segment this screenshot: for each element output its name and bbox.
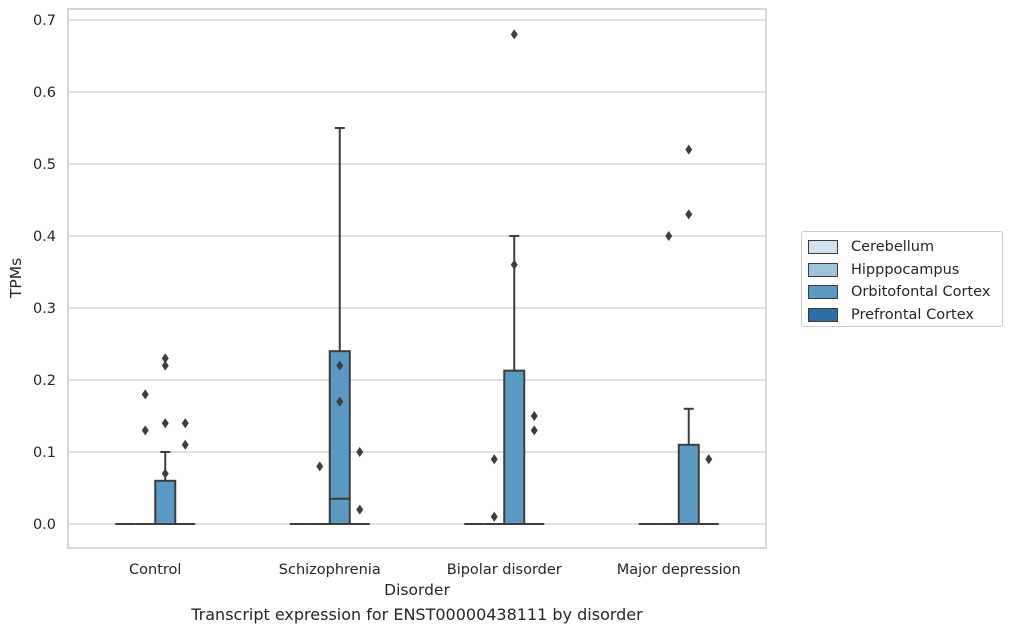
x-tick-labels: Control Schizophrenia Bipolar disorder Majo…: [129, 562, 741, 578]
x-tick-label: Bipolar disorder: [447, 562, 562, 578]
outlier-point: [490, 454, 498, 465]
legend-swatch: [808, 307, 838, 322]
legend-item: Cerebellum: [808, 236, 1002, 259]
outlier-point: [336, 396, 344, 407]
outlier-point: [141, 425, 149, 436]
y-tick-label: 0.4: [33, 229, 56, 245]
iqr-box: [328, 350, 351, 526]
y-tick-label: 0.0: [33, 517, 56, 533]
legend-swatch: [808, 285, 838, 300]
outlier-point: [356, 447, 364, 457]
legend-label: Prefrontal Cortex: [851, 306, 974, 323]
box-2-1: [328, 127, 351, 526]
outlier-point: [510, 29, 518, 40]
legend-swatch: [808, 262, 838, 277]
iqr-box: [503, 369, 526, 526]
y-tick-label: 0.2: [33, 373, 56, 389]
outlier-point: [336, 360, 344, 371]
outlier-point: [490, 511, 498, 522]
y-axis-label: TPMs: [7, 258, 25, 299]
iqr-box: [154, 479, 177, 525]
outlier-point: [316, 461, 324, 472]
legend-item: Prefrontal Cortex: [808, 304, 1002, 327]
box-2-0: [154, 451, 177, 525]
legend-label: Orbitofontal Cortex: [851, 284, 991, 301]
outlier-point: [161, 360, 169, 371]
outlier-point: [141, 389, 149, 400]
plot-frame: [67, 8, 767, 549]
boxes: [115, 127, 719, 526]
box-2-2: [503, 235, 526, 526]
y-tick-label: 0.5: [33, 157, 56, 173]
outlier-point: [665, 231, 673, 241]
figure-caption: Transcript expression for ENST0000043811…: [191, 605, 643, 624]
box-2-3: [677, 407, 700, 525]
legend-item: Orbitofontal Cortex: [808, 281, 1002, 304]
outlier-point: [161, 353, 169, 364]
outlier-point: [181, 439, 189, 450]
gridlines: [68, 19, 766, 525]
legend-label: Cerebellum: [851, 239, 935, 256]
y-tick-label: 0.1: [33, 445, 56, 461]
outlier-point: [161, 418, 169, 429]
y-tick-labels: 0.0 0.1 0.2 0.3 0.4 0.5 0.6 0.7: [33, 13, 56, 533]
outlier-point: [685, 144, 693, 155]
outlier-point: [530, 411, 538, 421]
legend-label: Hipppocampus: [851, 261, 960, 278]
legend-swatch: [808, 240, 838, 255]
outlier-point: [685, 209, 693, 220]
outlier-point: [356, 504, 364, 515]
y-tick-label: 0.3: [33, 301, 56, 317]
x-tick-label: Control: [129, 562, 181, 578]
x-tick-label: Schizophrenia: [279, 562, 381, 578]
outlier-point: [705, 454, 713, 465]
outlier-point: [530, 425, 538, 436]
legend: Cerebellum Hipppocampus Orbitofontal Corte…: [801, 231, 1003, 327]
iqr-box: [677, 443, 700, 525]
x-tick-label: Major depression: [617, 562, 741, 578]
x-axis-label: Disorder: [384, 581, 450, 599]
legend-item: Hipppocampus: [808, 259, 1002, 282]
outlier-point: [181, 418, 189, 429]
outliers: [141, 29, 713, 522]
outlier-point: [161, 468, 169, 479]
y-tick-label: 0.7: [33, 13, 56, 29]
outlier-point: [510, 259, 518, 270]
y-tick-label: 0.6: [33, 85, 56, 101]
